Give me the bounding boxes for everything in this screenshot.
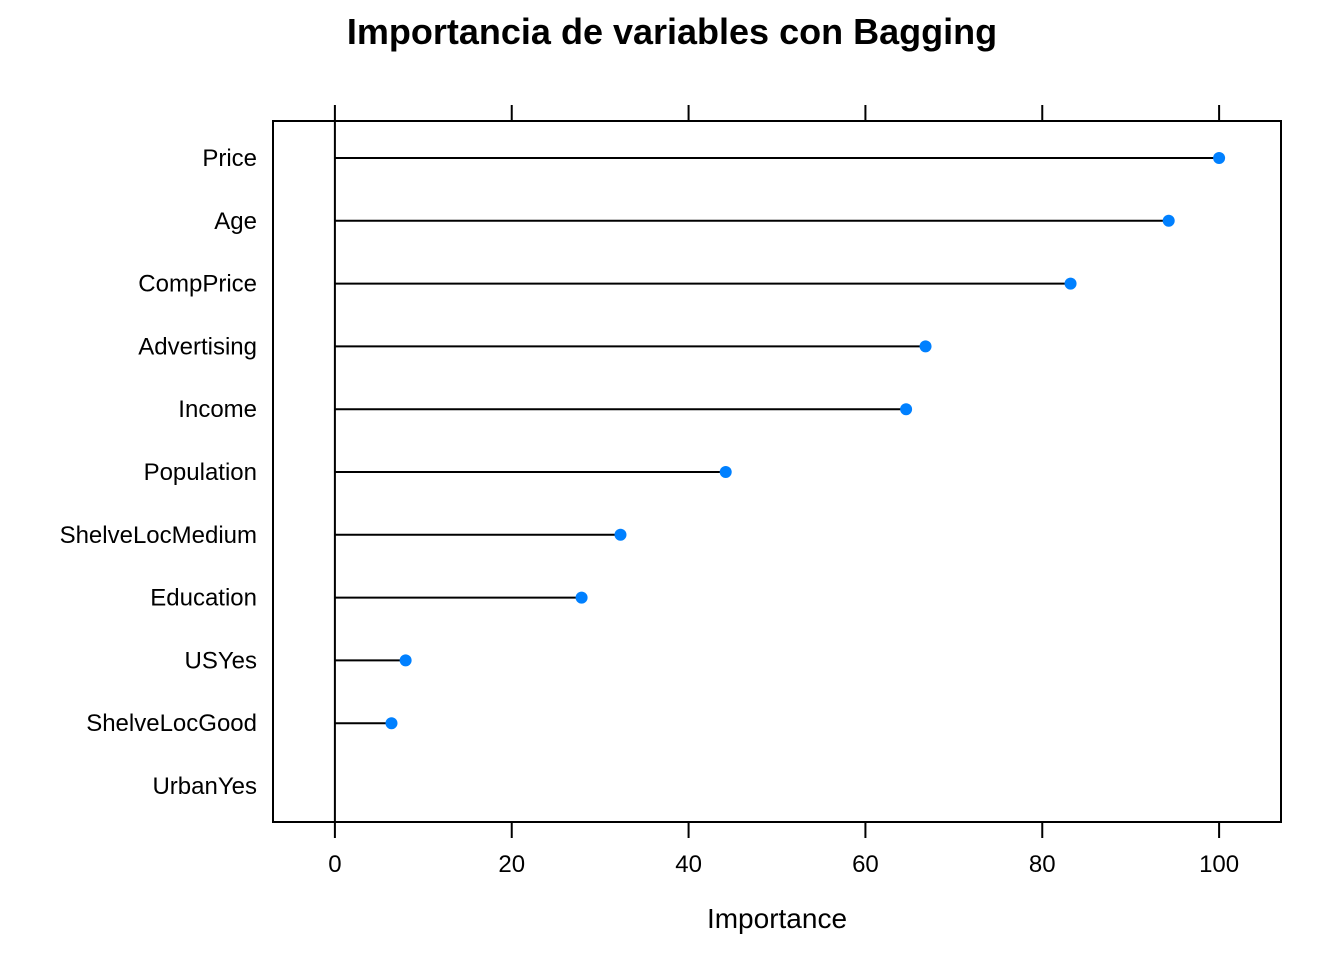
variable-labels: Price Age CompPrice Advertising Income Popula…	[60, 145, 257, 800]
variable-label: Price	[202, 145, 257, 172]
variable-label: Education	[150, 585, 257, 612]
variable-label: Population	[144, 459, 257, 486]
importance-point	[614, 528, 627, 541]
importance-point	[1162, 214, 1175, 227]
importance-point	[1213, 152, 1226, 164]
bottom-axis-ticks	[333, 822, 1221, 838]
variable-label: Age	[214, 208, 257, 235]
importance-point	[385, 717, 398, 730]
variable-label: USYes	[185, 647, 258, 674]
x-axis-tick-labels: 0 20 40 60 80 100	[328, 851, 1239, 878]
x-axis-label: Importance	[707, 903, 847, 934]
x-tick-label: 40	[675, 851, 702, 878]
plot-frame	[272, 120, 1282, 823]
x-tick-label: 80	[1029, 851, 1056, 878]
x-tick-label: 0	[328, 851, 341, 878]
variable-label: Income	[178, 396, 257, 423]
variable-label: CompPrice	[138, 271, 257, 298]
variable-label: ShelveLocMedium	[60, 522, 257, 549]
variable-label: UrbanYes	[152, 773, 257, 800]
x-tick-label: 100	[1199, 851, 1239, 878]
importance-point	[719, 466, 732, 478]
top-axis-ticks	[333, 105, 1221, 121]
x-tick-label: 60	[852, 851, 879, 878]
importance-point	[900, 403, 913, 416]
importance-point	[1064, 277, 1077, 290]
importance-points	[385, 152, 1226, 730]
variable-label: ShelveLocGood	[86, 710, 257, 737]
x-tick-label: 20	[498, 851, 525, 878]
importance-point	[919, 340, 932, 353]
variable-label: Advertising	[138, 333, 257, 360]
chart-title: Importancia de variables con Bagging	[347, 11, 997, 52]
importance-point	[399, 654, 412, 667]
importance-stems	[334, 157, 1220, 725]
importance-point	[575, 591, 588, 604]
